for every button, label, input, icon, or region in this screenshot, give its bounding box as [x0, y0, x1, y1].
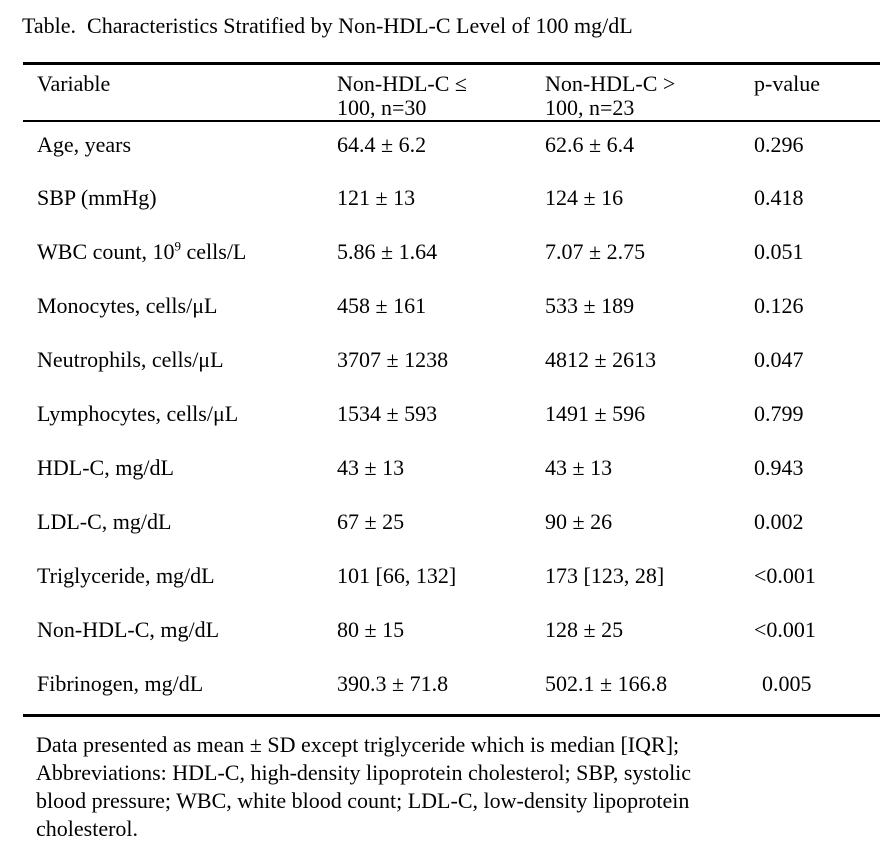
table-footnote: Data presented as mean ± SD except trigl… [36, 731, 836, 843]
col-header-nonhdl-gt-100: Non-HDL-C > 100, n=23 [531, 63, 740, 122]
cell-variable: Triglyceride, mg/dL [37, 563, 215, 588]
cell-gt100-value: 1491 ± 596 [545, 401, 646, 426]
cell-le100-value: 1534 ± 593 [337, 401, 438, 426]
cell-gt100-value: 62.6 ± 6.4 [545, 132, 635, 157]
cell-gt100-value: 90 ± 26 [545, 509, 613, 534]
cell-p-value: 0.005 [762, 671, 812, 696]
table-row: SBP (mmHg) 121 ± 13 124 ± 16 0.418 [23, 175, 880, 229]
cell-p-value: 0.799 [754, 401, 804, 426]
cell-p-value: <0.001 [754, 563, 816, 588]
cell-p-value: 0.126 [754, 293, 804, 318]
table-caption: Table. Characteristics Stratified by Non… [22, 13, 633, 38]
footnote-line: Data presented as mean ± SD except trigl… [36, 731, 680, 757]
cell-variable: SBP (mmHg) [37, 185, 157, 210]
column-header-label: 100, n=23 [545, 95, 635, 120]
cell-p-value: 0.047 [754, 347, 804, 372]
cell-le100-value: 80 ± 15 [337, 617, 405, 642]
cell-p-value: <0.001 [754, 617, 816, 642]
col-header-nonhdl-le-100: Non-HDL-C ≤ 100, n=30 [323, 63, 531, 122]
column-header-label: 100, n=30 [337, 95, 427, 120]
table-row: Monocytes, cells/μL 458 ± 161 533 ± 189 … [23, 283, 880, 337]
cell-p-value: 0.296 [754, 132, 804, 157]
column-header-label: Non-HDL-C > [545, 71, 676, 96]
table-row: Lymphocytes, cells/μL 1534 ± 593 1491 ± … [23, 391, 880, 445]
table-body: Age, years 64.4 ± 6.2 62.6 ± 6.4 0.296 S… [23, 121, 880, 715]
footnote-line: blood pressure; WBC, white blood count; … [36, 787, 690, 813]
cell-le100-value: 67 ± 25 [337, 509, 405, 534]
cell-variable: LDL-C, mg/dL [37, 509, 172, 534]
column-header-label: p-value [754, 71, 820, 96]
cell-gt100-value: 4812 ± 2613 [545, 347, 657, 372]
cell-gt100-value: 43 ± 13 [545, 455, 613, 480]
cell-gt100-value: 533 ± 189 [545, 293, 635, 318]
cell-variable: Non-HDL-C, mg/dL [37, 617, 220, 642]
cell-le100-value: 5.86 ± 1.64 [337, 239, 438, 264]
column-header-label: Non-HDL-C ≤ [337, 71, 468, 96]
cell-gt100-value: 502.1 ± 166.8 [545, 671, 668, 696]
table-row: Triglyceride, mg/dL 101 [66, 132] 173 [1… [23, 553, 880, 607]
table-row: WBC count, 109 cells/L 5.86 ± 1.64 7.07 … [23, 229, 880, 283]
table-row: Fibrinogen, mg/dL 390.3 ± 71.8 502.1 ± 1… [23, 661, 880, 715]
cell-gt100-value: 124 ± 16 [545, 185, 624, 210]
cell-variable: HDL-C, mg/dL [37, 455, 174, 480]
characteristics-table: Variable Non-HDL-C ≤ 100, n=30 Non-HDL-C… [23, 62, 880, 717]
cell-le100-value: 3707 ± 1238 [337, 347, 449, 372]
variable-text: cells/L [181, 239, 247, 264]
cell-p-value: 0.943 [754, 455, 804, 480]
table-header: Variable Non-HDL-C ≤ 100, n=30 Non-HDL-C… [23, 63, 880, 122]
cell-le100-value: 64.4 ± 6.2 [337, 132, 427, 157]
cell-p-value: 0.002 [754, 509, 804, 534]
header-row: Variable Non-HDL-C ≤ 100, n=30 Non-HDL-C… [23, 63, 880, 122]
footnote-line: cholesterol. [36, 815, 139, 841]
cell-variable: Age, years [37, 132, 132, 157]
variable-text: WBC count, 10 [37, 239, 175, 264]
col-header-variable: Variable [23, 63, 323, 122]
cell-variable: Neutrophils, cells/μL [37, 347, 224, 372]
cell-le100-value: 390.3 ± 71.8 [337, 671, 449, 696]
cell-gt100-value: 128 ± 25 [545, 617, 624, 642]
cell-le100-value: 458 ± 161 [337, 293, 427, 318]
footnote-line: Abbreviations: HDL-C, high-density lipop… [36, 759, 692, 785]
table-row: LDL-C, mg/dL 67 ± 25 90 ± 26 0.002 [23, 499, 880, 553]
cell-variable: Monocytes, cells/μL [37, 293, 218, 318]
cell-gt100-value: 173 [123, 28] [545, 563, 665, 588]
col-header-p-value: p-value [740, 63, 880, 122]
cell-gt100-value: 7.07 ± 2.75 [545, 239, 646, 264]
table-row: Non-HDL-C, mg/dL 80 ± 15 128 ± 25 <0.001 [23, 607, 880, 661]
cell-le100-value: 121 ± 13 [337, 185, 416, 210]
cell-le100-value: 43 ± 13 [337, 455, 405, 480]
table-row: HDL-C, mg/dL 43 ± 13 43 ± 13 0.943 [23, 445, 880, 499]
cell-p-value: 0.051 [754, 239, 804, 264]
superscript-exponent: 9 [174, 238, 182, 254]
cell-le100-value: 101 [66, 132] [337, 563, 457, 588]
cell-variable: Fibrinogen, mg/dL [37, 671, 204, 696]
cell-variable: WBC count, 109 cells/L [23, 229, 323, 283]
cell-p-value: 0.418 [754, 185, 804, 210]
table-row: Neutrophils, cells/μL 3707 ± 1238 4812 ±… [23, 337, 880, 391]
table-row: Age, years 64.4 ± 6.2 62.6 ± 6.4 0.296 [23, 121, 880, 175]
column-header-label: Variable [37, 71, 111, 96]
cell-variable: Lymphocytes, cells/μL [37, 401, 239, 426]
